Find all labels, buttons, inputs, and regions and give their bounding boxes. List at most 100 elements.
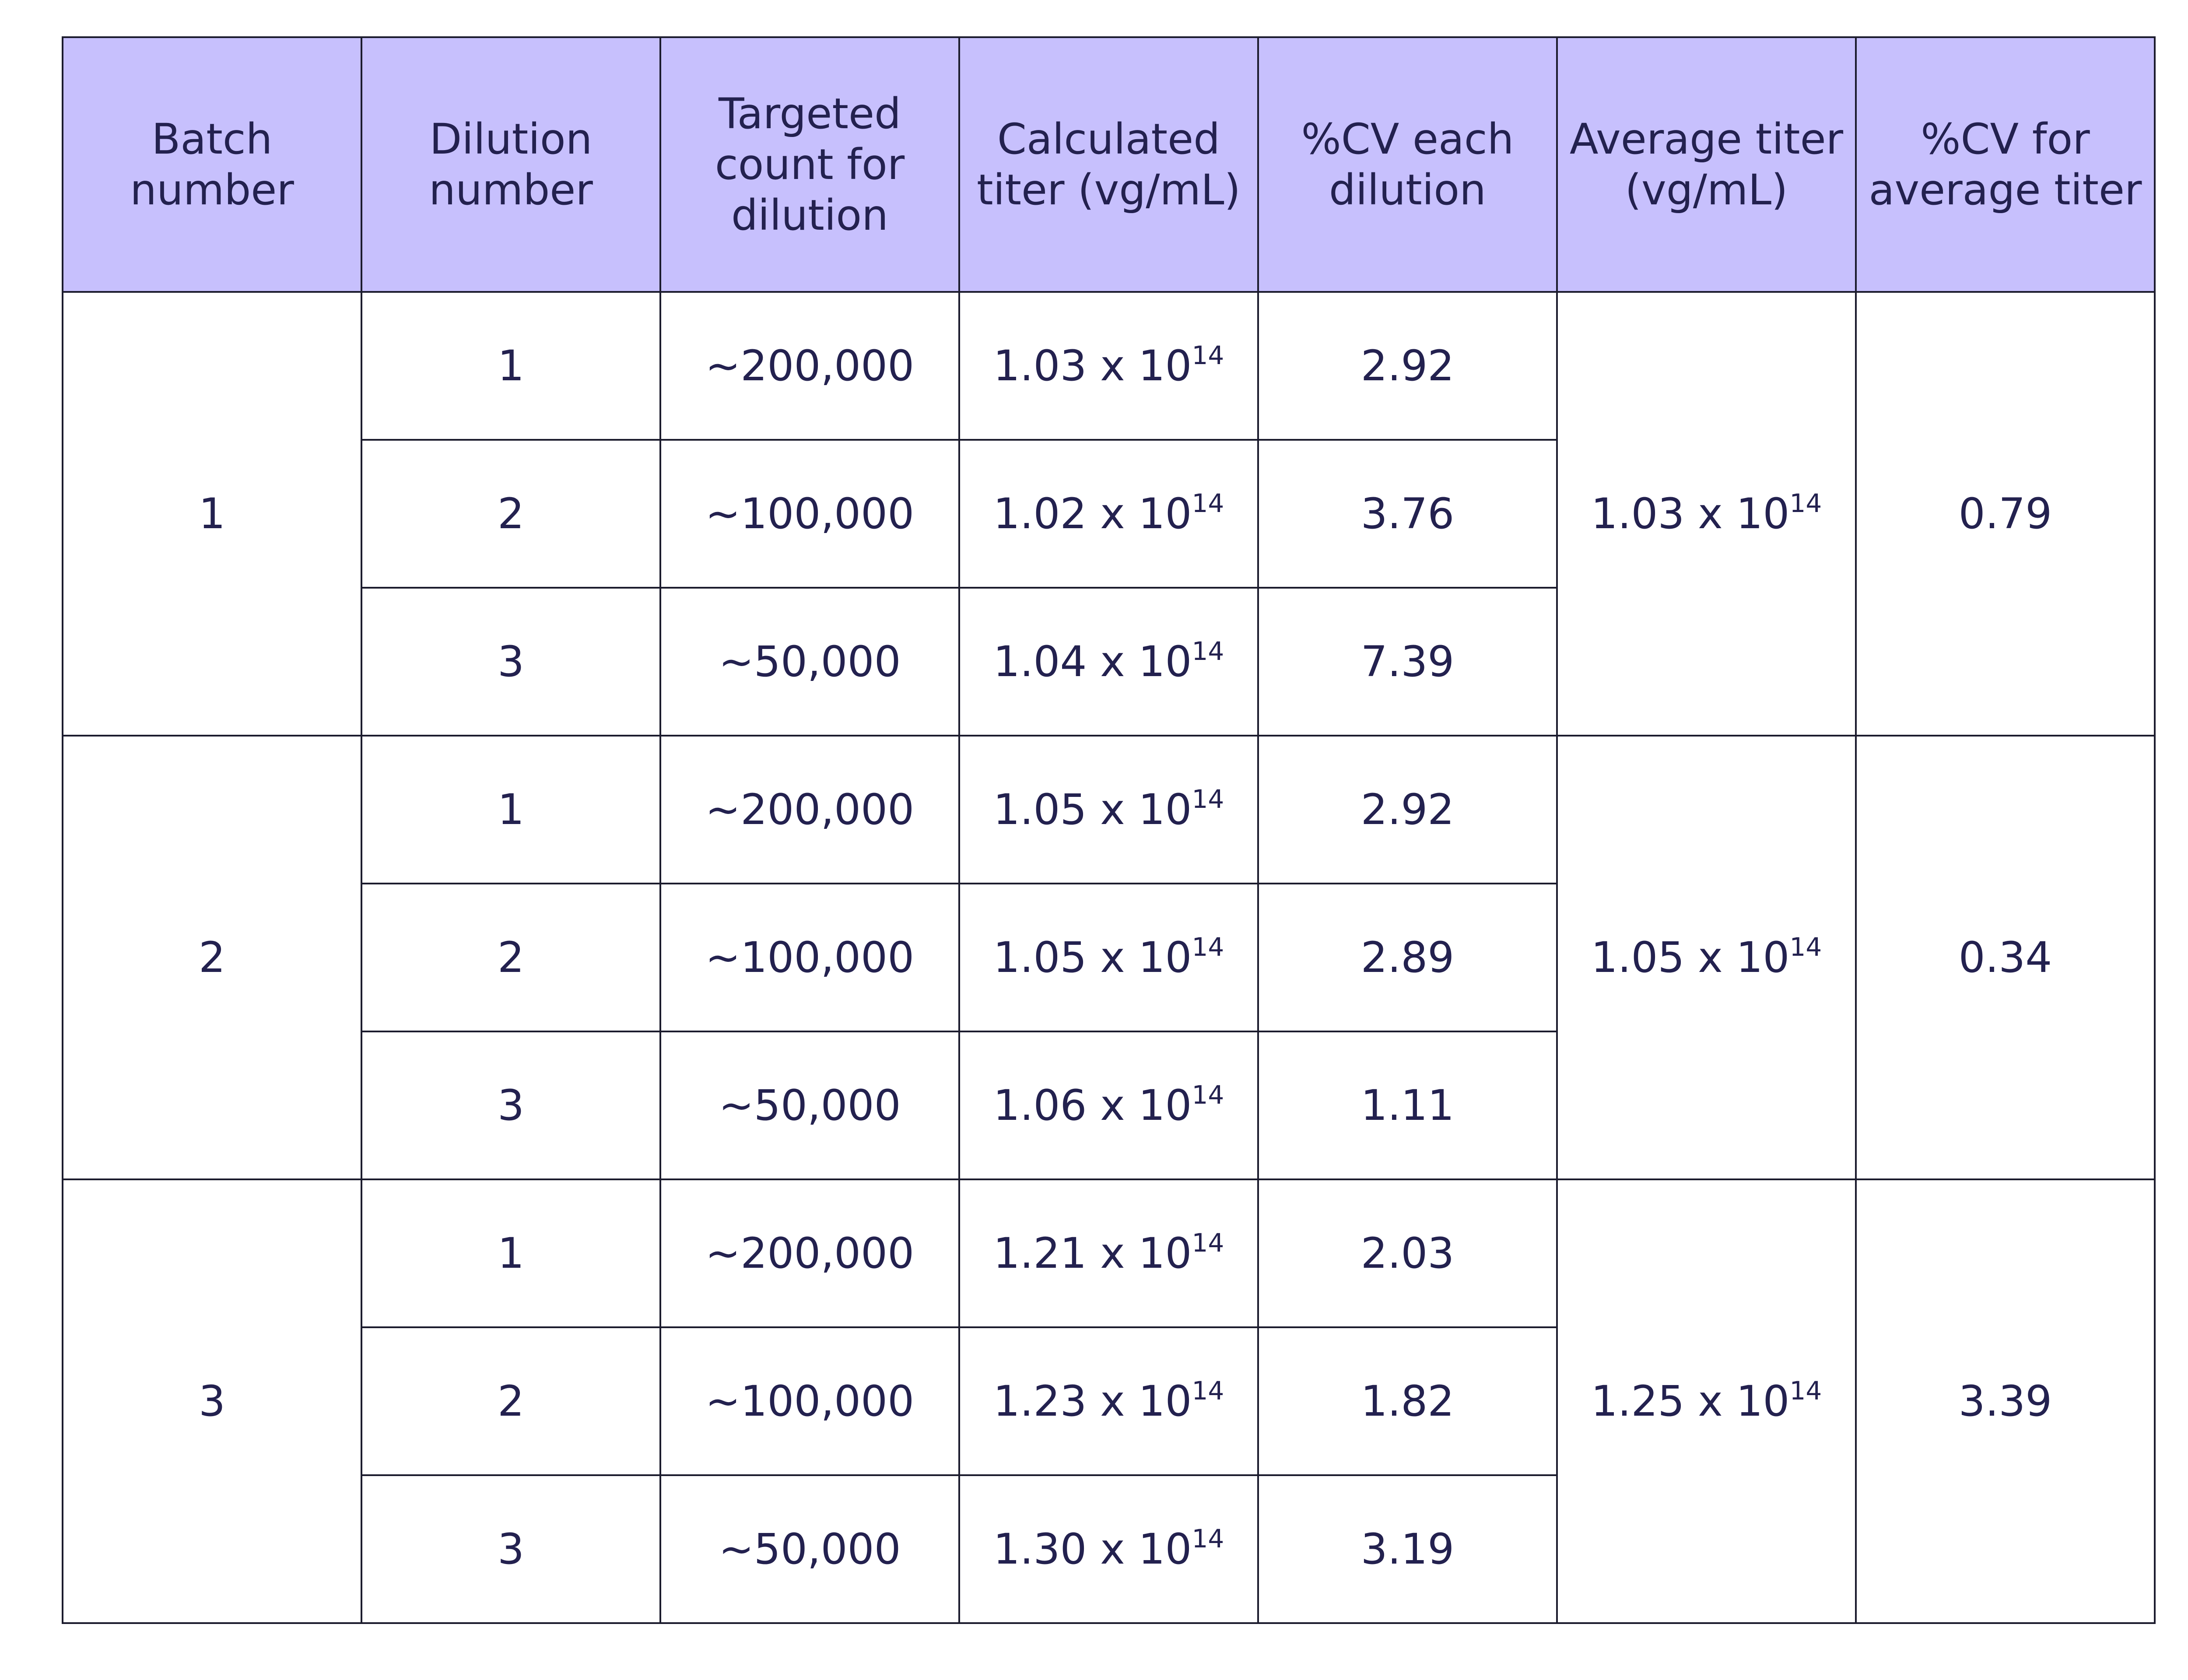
header-line: (vg/mL)	[1625, 165, 1788, 214]
titer-mantissa: 1.03 x 10	[993, 341, 1192, 390]
header-line: number	[130, 165, 294, 214]
header-batch-number: Batch number	[62, 36, 362, 293]
cv-cell: 2.92	[1257, 291, 1558, 441]
titer-mantissa: 1.02 x 10	[993, 489, 1192, 538]
calculated-titer-cell: 1.03 x 1014	[958, 291, 1259, 441]
titer-results-table: Batch number Dilution number Targeted co…	[62, 36, 2156, 1624]
cv-average-cell: 0.79	[1855, 291, 2156, 737]
cv-cell: 2.03	[1257, 1178, 1558, 1328]
header-line: Calculated	[997, 115, 1220, 164]
targeted-count-cell: ~50,000	[659, 1474, 960, 1624]
table-body: 1 1 ~200,000 1.03 x 1014 2.92 1.03 x 101…	[62, 291, 2156, 1624]
titer-mantissa: 1.25 x 10	[1591, 1377, 1790, 1426]
header-calculated-titer: Calculated titer (vg/mL)	[958, 36, 1259, 293]
titer-mantissa: 1.03 x 10	[1591, 489, 1790, 538]
calculated-titer-cell: 1.06 x 1014	[958, 1031, 1259, 1180]
calculated-titer-cell: 1.04 x 1014	[958, 587, 1259, 737]
table-header: Batch number Dilution number Targeted co…	[62, 36, 2156, 293]
titer-mantissa: 1.23 x 10	[993, 1377, 1192, 1426]
header-line: average titer	[1869, 165, 2142, 214]
batch-number-cell: 3	[62, 1178, 362, 1624]
header-average-titer: Average titer (vg/mL)	[1556, 36, 1857, 293]
titer-exponent: 14	[1789, 1376, 1822, 1406]
titer-exponent: 14	[1192, 1376, 1224, 1406]
titer-mantissa: 1.21 x 10	[993, 1229, 1192, 1278]
batch-number-cell: 1	[62, 291, 362, 737]
header-line: %CV for	[1921, 115, 2090, 164]
titer-mantissa: 1.04 x 10	[993, 637, 1192, 686]
targeted-count-cell: ~200,000	[659, 291, 960, 441]
titer-exponent: 14	[1789, 488, 1822, 518]
targeted-count-cell: ~100,000	[659, 439, 960, 589]
cv-average-cell: 0.34	[1855, 735, 2156, 1180]
cv-cell: 3.19	[1257, 1474, 1558, 1624]
table-row: 3 ~50,000 1.06 x 1014 1.11	[63, 1031, 2155, 1180]
header-line: count for	[715, 140, 905, 189]
table-row: 2 ~100,000 1.05 x 1014 2.89	[63, 883, 2155, 1032]
titer-mantissa: 1.05 x 10	[993, 785, 1192, 834]
titer-exponent: 14	[1192, 340, 1224, 370]
average-titer-cell: 1.03 x 1014	[1556, 291, 1857, 737]
titer-exponent: 14	[1192, 1524, 1224, 1554]
dilution-number-cell: 2	[361, 439, 661, 589]
cv-cell: 1.82	[1257, 1326, 1558, 1476]
cv-cell: 3.76	[1257, 439, 1558, 589]
targeted-count-cell: ~50,000	[659, 587, 960, 737]
titer-mantissa: 1.05 x 10	[993, 933, 1192, 982]
calculated-titer-cell: 1.30 x 1014	[958, 1474, 1259, 1624]
dilution-number-cell: 3	[361, 1474, 661, 1624]
header-targeted-count: Targeted count for dilution	[659, 36, 960, 293]
cv-cell: 7.39	[1257, 587, 1558, 737]
titer-exponent: 14	[1192, 932, 1224, 962]
titer-mantissa: 1.05 x 10	[1591, 933, 1790, 982]
cv-average-cell: 3.39	[1855, 1178, 2156, 1624]
batch-number-cell: 2	[62, 735, 362, 1180]
cv-cell: 2.92	[1257, 735, 1558, 884]
dilution-number-cell: 3	[361, 1031, 661, 1180]
table-row: 2 ~100,000 1.23 x 1014 1.82	[63, 1326, 2155, 1476]
calculated-titer-cell: 1.05 x 1014	[958, 735, 1259, 884]
dilution-number-cell: 1	[361, 1178, 661, 1328]
table-row: 2 ~100,000 1.02 x 1014 3.76	[63, 439, 2155, 589]
calculated-titer-cell: 1.21 x 1014	[958, 1178, 1259, 1328]
average-titer-cell: 1.05 x 1014	[1556, 735, 1857, 1180]
table-row: 3 ~50,000 1.04 x 1014 7.39	[63, 587, 2155, 737]
table-row: 3 1 ~200,000 1.21 x 1014 2.03 1.25 x 101…	[62, 1178, 2156, 1624]
dilution-number-cell: 2	[361, 1326, 661, 1476]
cv-cell: 1.11	[1257, 1031, 1558, 1180]
titer-exponent: 14	[1789, 932, 1822, 962]
header-line: %CV each	[1301, 115, 1514, 164]
header-row: Batch number Dilution number Targeted co…	[62, 36, 2156, 293]
targeted-count-cell: ~200,000	[659, 735, 960, 884]
calculated-titer-cell: 1.23 x 1014	[958, 1326, 1259, 1476]
header-cv-each-dilution: %CV each dilution	[1257, 36, 1558, 293]
calculated-titer-cell: 1.02 x 1014	[958, 439, 1259, 589]
titer-mantissa: 1.06 x 10	[993, 1081, 1192, 1130]
table-row: 2 1 ~200,000 1.05 x 1014 2.92 1.05 x 101…	[62, 735, 2156, 1180]
dilution-number-cell: 3	[361, 587, 661, 737]
titer-exponent: 14	[1192, 1080, 1224, 1110]
header-line: Targeted	[719, 89, 901, 138]
header-line: Batch	[151, 115, 273, 164]
header-dilution-number: Dilution number	[361, 36, 661, 293]
targeted-count-cell: ~200,000	[659, 1178, 960, 1328]
calculated-titer-cell: 1.05 x 1014	[958, 883, 1259, 1032]
cv-cell: 2.89	[1257, 883, 1558, 1032]
titer-exponent: 14	[1192, 636, 1224, 666]
table-row: 3 ~50,000 1.30 x 1014 3.19	[63, 1474, 2155, 1624]
dilution-number-cell: 2	[361, 883, 661, 1032]
table-row: 1 1 ~200,000 1.03 x 1014 2.92 1.03 x 101…	[62, 291, 2156, 737]
header-line: Average titer	[1569, 115, 1844, 164]
average-titer-cell: 1.25 x 1014	[1556, 1178, 1857, 1624]
titer-exponent: 14	[1192, 784, 1224, 814]
header-line: Dilution	[429, 115, 593, 164]
targeted-count-cell: ~100,000	[659, 1326, 960, 1476]
header-line: titer (vg/mL)	[977, 165, 1241, 214]
header-line: number	[429, 165, 593, 214]
titer-exponent: 14	[1192, 488, 1224, 518]
targeted-count-cell: ~50,000	[659, 1031, 960, 1180]
header-line: dilution	[1329, 165, 1486, 214]
targeted-count-cell: ~100,000	[659, 883, 960, 1032]
header-line: dilution	[731, 191, 888, 240]
dilution-number-cell: 1	[361, 291, 661, 441]
